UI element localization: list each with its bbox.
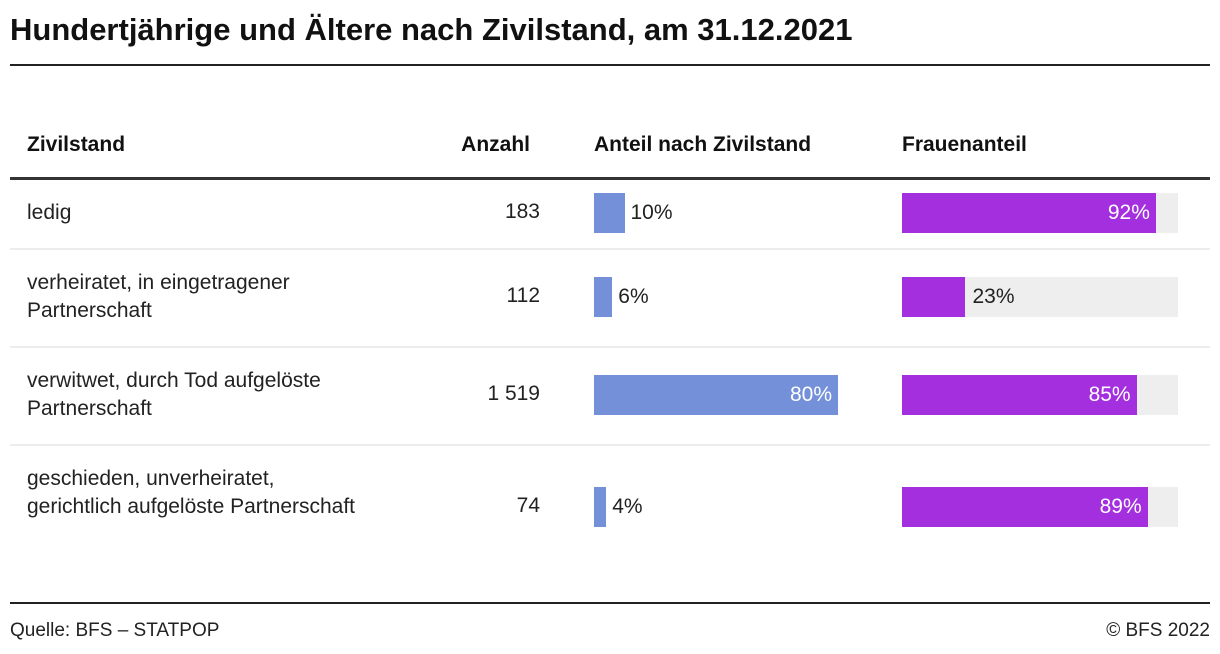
row-label: verwitwet, durch Tod aufgelöste Partners… bbox=[27, 369, 321, 420]
row-count: 1 519 bbox=[487, 382, 540, 405]
share-label: 4% bbox=[612, 495, 643, 518]
share-bar bbox=[594, 375, 838, 415]
share-label: 80% bbox=[789, 383, 832, 406]
share-bar bbox=[594, 193, 625, 233]
chart-title: Hundertjährige und Ältere nach Zivilstan… bbox=[10, 12, 853, 47]
female-label: 89% bbox=[1099, 495, 1142, 518]
female-bar bbox=[902, 193, 1156, 233]
title-rule bbox=[10, 64, 1210, 66]
source-note: Quelle: BFS – STATPOP bbox=[10, 620, 220, 641]
row-label: geschieden, unverheiratet, gerichtlich a… bbox=[27, 467, 356, 518]
share-bar bbox=[594, 277, 613, 317]
header-zivilstand: Zivilstand bbox=[27, 133, 126, 156]
row-label: verheiratet, in eingetragener Partnersch… bbox=[27, 271, 290, 322]
row-count: 112 bbox=[506, 284, 540, 307]
share-bar bbox=[594, 487, 607, 527]
copyright: © BFS 2022 bbox=[1106, 620, 1210, 641]
footer-rule bbox=[10, 602, 1210, 604]
share-label: 10% bbox=[630, 201, 673, 224]
female-bar bbox=[902, 277, 966, 317]
header-frauenanteil: Frauenanteil bbox=[902, 133, 1027, 156]
header-anteil: Anteil nach Zivilstand bbox=[594, 133, 812, 156]
female-label: 23% bbox=[972, 285, 1015, 308]
row-label: ledig bbox=[27, 201, 72, 224]
female-label: 85% bbox=[1088, 383, 1131, 406]
header-anzahl: Anzahl bbox=[461, 133, 530, 156]
female-bar bbox=[902, 487, 1148, 527]
row-separator bbox=[10, 444, 1210, 446]
row-separator bbox=[10, 248, 1210, 250]
row-separator bbox=[10, 346, 1210, 348]
female-bar bbox=[902, 375, 1137, 415]
header-rule bbox=[10, 177, 1210, 180]
row-count: 183 bbox=[504, 200, 540, 223]
row-count: 74 bbox=[516, 494, 540, 517]
share-label: 6% bbox=[618, 285, 649, 308]
female-label: 92% bbox=[1107, 201, 1150, 224]
